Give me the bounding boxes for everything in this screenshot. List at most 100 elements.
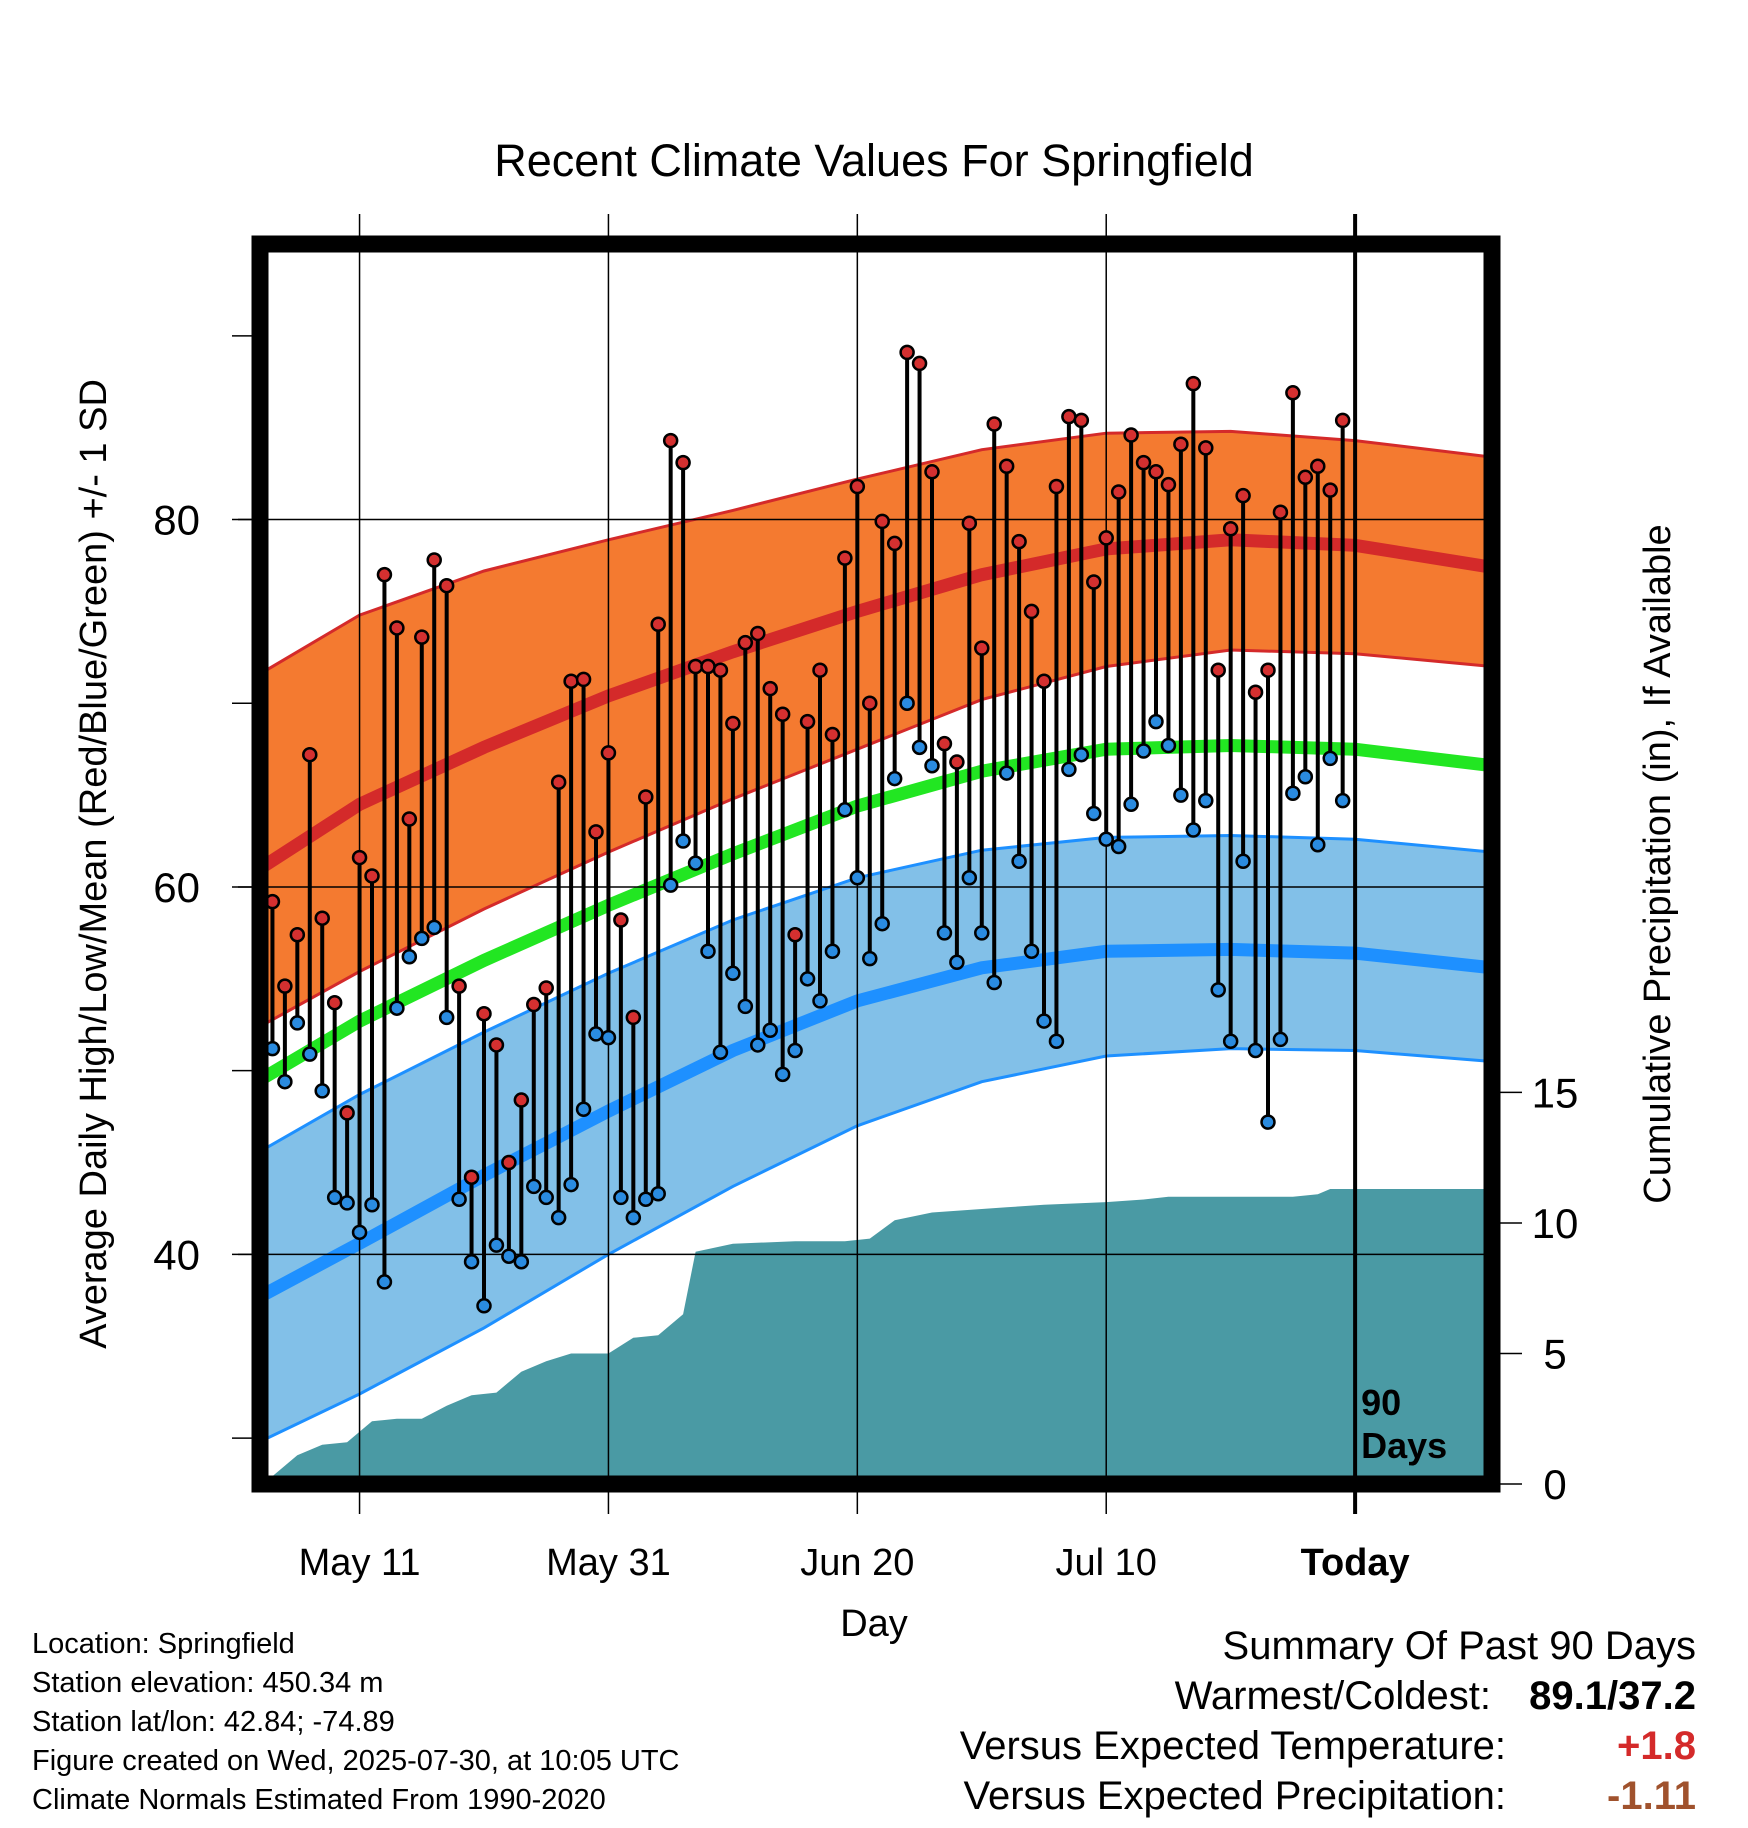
high-point: [513, 1092, 530, 1108]
high-point: [949, 754, 965, 770]
high-point: [550, 774, 567, 791]
high-point: [1023, 603, 1040, 620]
high-point: [1011, 533, 1027, 550]
low-point: [725, 965, 741, 982]
high-point: [874, 513, 890, 530]
precip-anomaly-value: -1.11: [1607, 1774, 1696, 1818]
low-point: [1310, 836, 1326, 853]
low-point: [998, 765, 1015, 781]
high-point: [924, 464, 940, 480]
high-point: [364, 868, 380, 884]
low-point: [1334, 792, 1351, 809]
high-point: [1285, 385, 1301, 401]
temp-anomaly-value: +1.8: [1617, 1724, 1696, 1768]
high-point: [1086, 574, 1102, 590]
high-point: [588, 824, 604, 840]
high-point: [1148, 464, 1164, 480]
high-point: [1160, 476, 1177, 493]
x-tick-label: May 31: [546, 1542, 671, 1584]
high-point: [426, 552, 442, 568]
warmest-coldest-value: 89.1/37.2: [1529, 1674, 1696, 1718]
high-point: [463, 1169, 480, 1185]
low-point: [949, 954, 965, 971]
high-point: [526, 996, 542, 1013]
low-point: [588, 1026, 604, 1042]
low-point: [1073, 746, 1090, 763]
low-point: [974, 925, 990, 941]
low-point: [986, 974, 1002, 991]
high-point: [737, 634, 754, 651]
low-point: [750, 1037, 766, 1053]
high-point: [750, 625, 766, 642]
high-point: [961, 515, 978, 531]
low-point: [911, 739, 928, 756]
latlon-text: Station lat/lon: 42.84; -74.89: [32, 1706, 395, 1738]
low-point: [1148, 713, 1164, 730]
low-point: [899, 695, 915, 712]
chart-title: Recent Climate Values For Springfield: [494, 135, 1254, 186]
low-point: [675, 833, 691, 849]
high-point: [1222, 520, 1239, 537]
high-point: [862, 695, 878, 712]
high-point: [998, 458, 1015, 475]
high-point: [277, 978, 293, 994]
low-point: [1297, 768, 1314, 785]
low-point: [339, 1195, 355, 1211]
low-point: [389, 1000, 405, 1016]
low-point: [463, 1253, 480, 1270]
low-point: [924, 757, 940, 774]
high-point: [1247, 684, 1264, 700]
high-point: [911, 355, 928, 372]
low-point: [837, 802, 853, 818]
y2-tick-label: 0: [1543, 1461, 1566, 1508]
high-point: [1310, 458, 1326, 475]
low-point: [625, 1209, 642, 1226]
high-point: [1322, 482, 1338, 498]
low-point: [1235, 853, 1251, 869]
high-point: [824, 726, 841, 743]
high-point: [1198, 440, 1214, 456]
low-point: [1098, 831, 1114, 847]
elevation-text: Station elevation: 450.34 m: [32, 1667, 384, 1699]
low-sd-band: [260, 835, 1492, 1442]
high-point: [1061, 408, 1077, 425]
high-point: [302, 746, 318, 763]
low-point: [662, 877, 679, 893]
low-point: [1222, 1033, 1239, 1050]
summary-title: Summary Of Past 90 Days: [1222, 1624, 1696, 1668]
high-point: [675, 454, 691, 471]
low-point: [476, 1298, 492, 1314]
normals-text: Climate Normals Estimated From 1990-2020: [32, 1784, 606, 1816]
high-point: [700, 658, 716, 675]
high-point: [662, 432, 679, 449]
x-tick-label: Today: [1301, 1542, 1410, 1584]
plot-frame: [251, 235, 1501, 1493]
y-tick-label: 80: [153, 497, 200, 544]
y2-axis-label: Cumulative Precipitation (in), If Availa…: [1637, 524, 1679, 1203]
summary-panel: Summary Of Past 90 Days Warmest/Coldest:…: [960, 1621, 1696, 1821]
high-point: [837, 550, 853, 566]
high-point: [563, 673, 579, 689]
low-point: [613, 1189, 629, 1206]
y-tick-label: 40: [153, 1231, 200, 1278]
station-info: Location: Springfield Station elevation:…: [32, 1625, 680, 1820]
high-point: [1334, 412, 1351, 429]
high-point: [401, 811, 418, 827]
low-point: [1210, 982, 1226, 998]
low-point: [1160, 737, 1177, 754]
y-tick-label: 60: [153, 864, 200, 911]
high-point: [1048, 478, 1065, 495]
low-point: [1023, 943, 1040, 960]
high-point: [314, 910, 330, 926]
low-point: [737, 998, 754, 1015]
high-point: [687, 658, 704, 675]
x-tick-label: Jun 20: [800, 1542, 914, 1584]
high-point: [638, 789, 654, 805]
high-point: [1036, 673, 1052, 689]
low-point: [1185, 822, 1202, 838]
high-point: [799, 713, 816, 730]
high-point: [326, 994, 343, 1011]
low-point: [1011, 853, 1027, 869]
low-point: [638, 1191, 654, 1208]
low-point: [712, 1044, 729, 1061]
